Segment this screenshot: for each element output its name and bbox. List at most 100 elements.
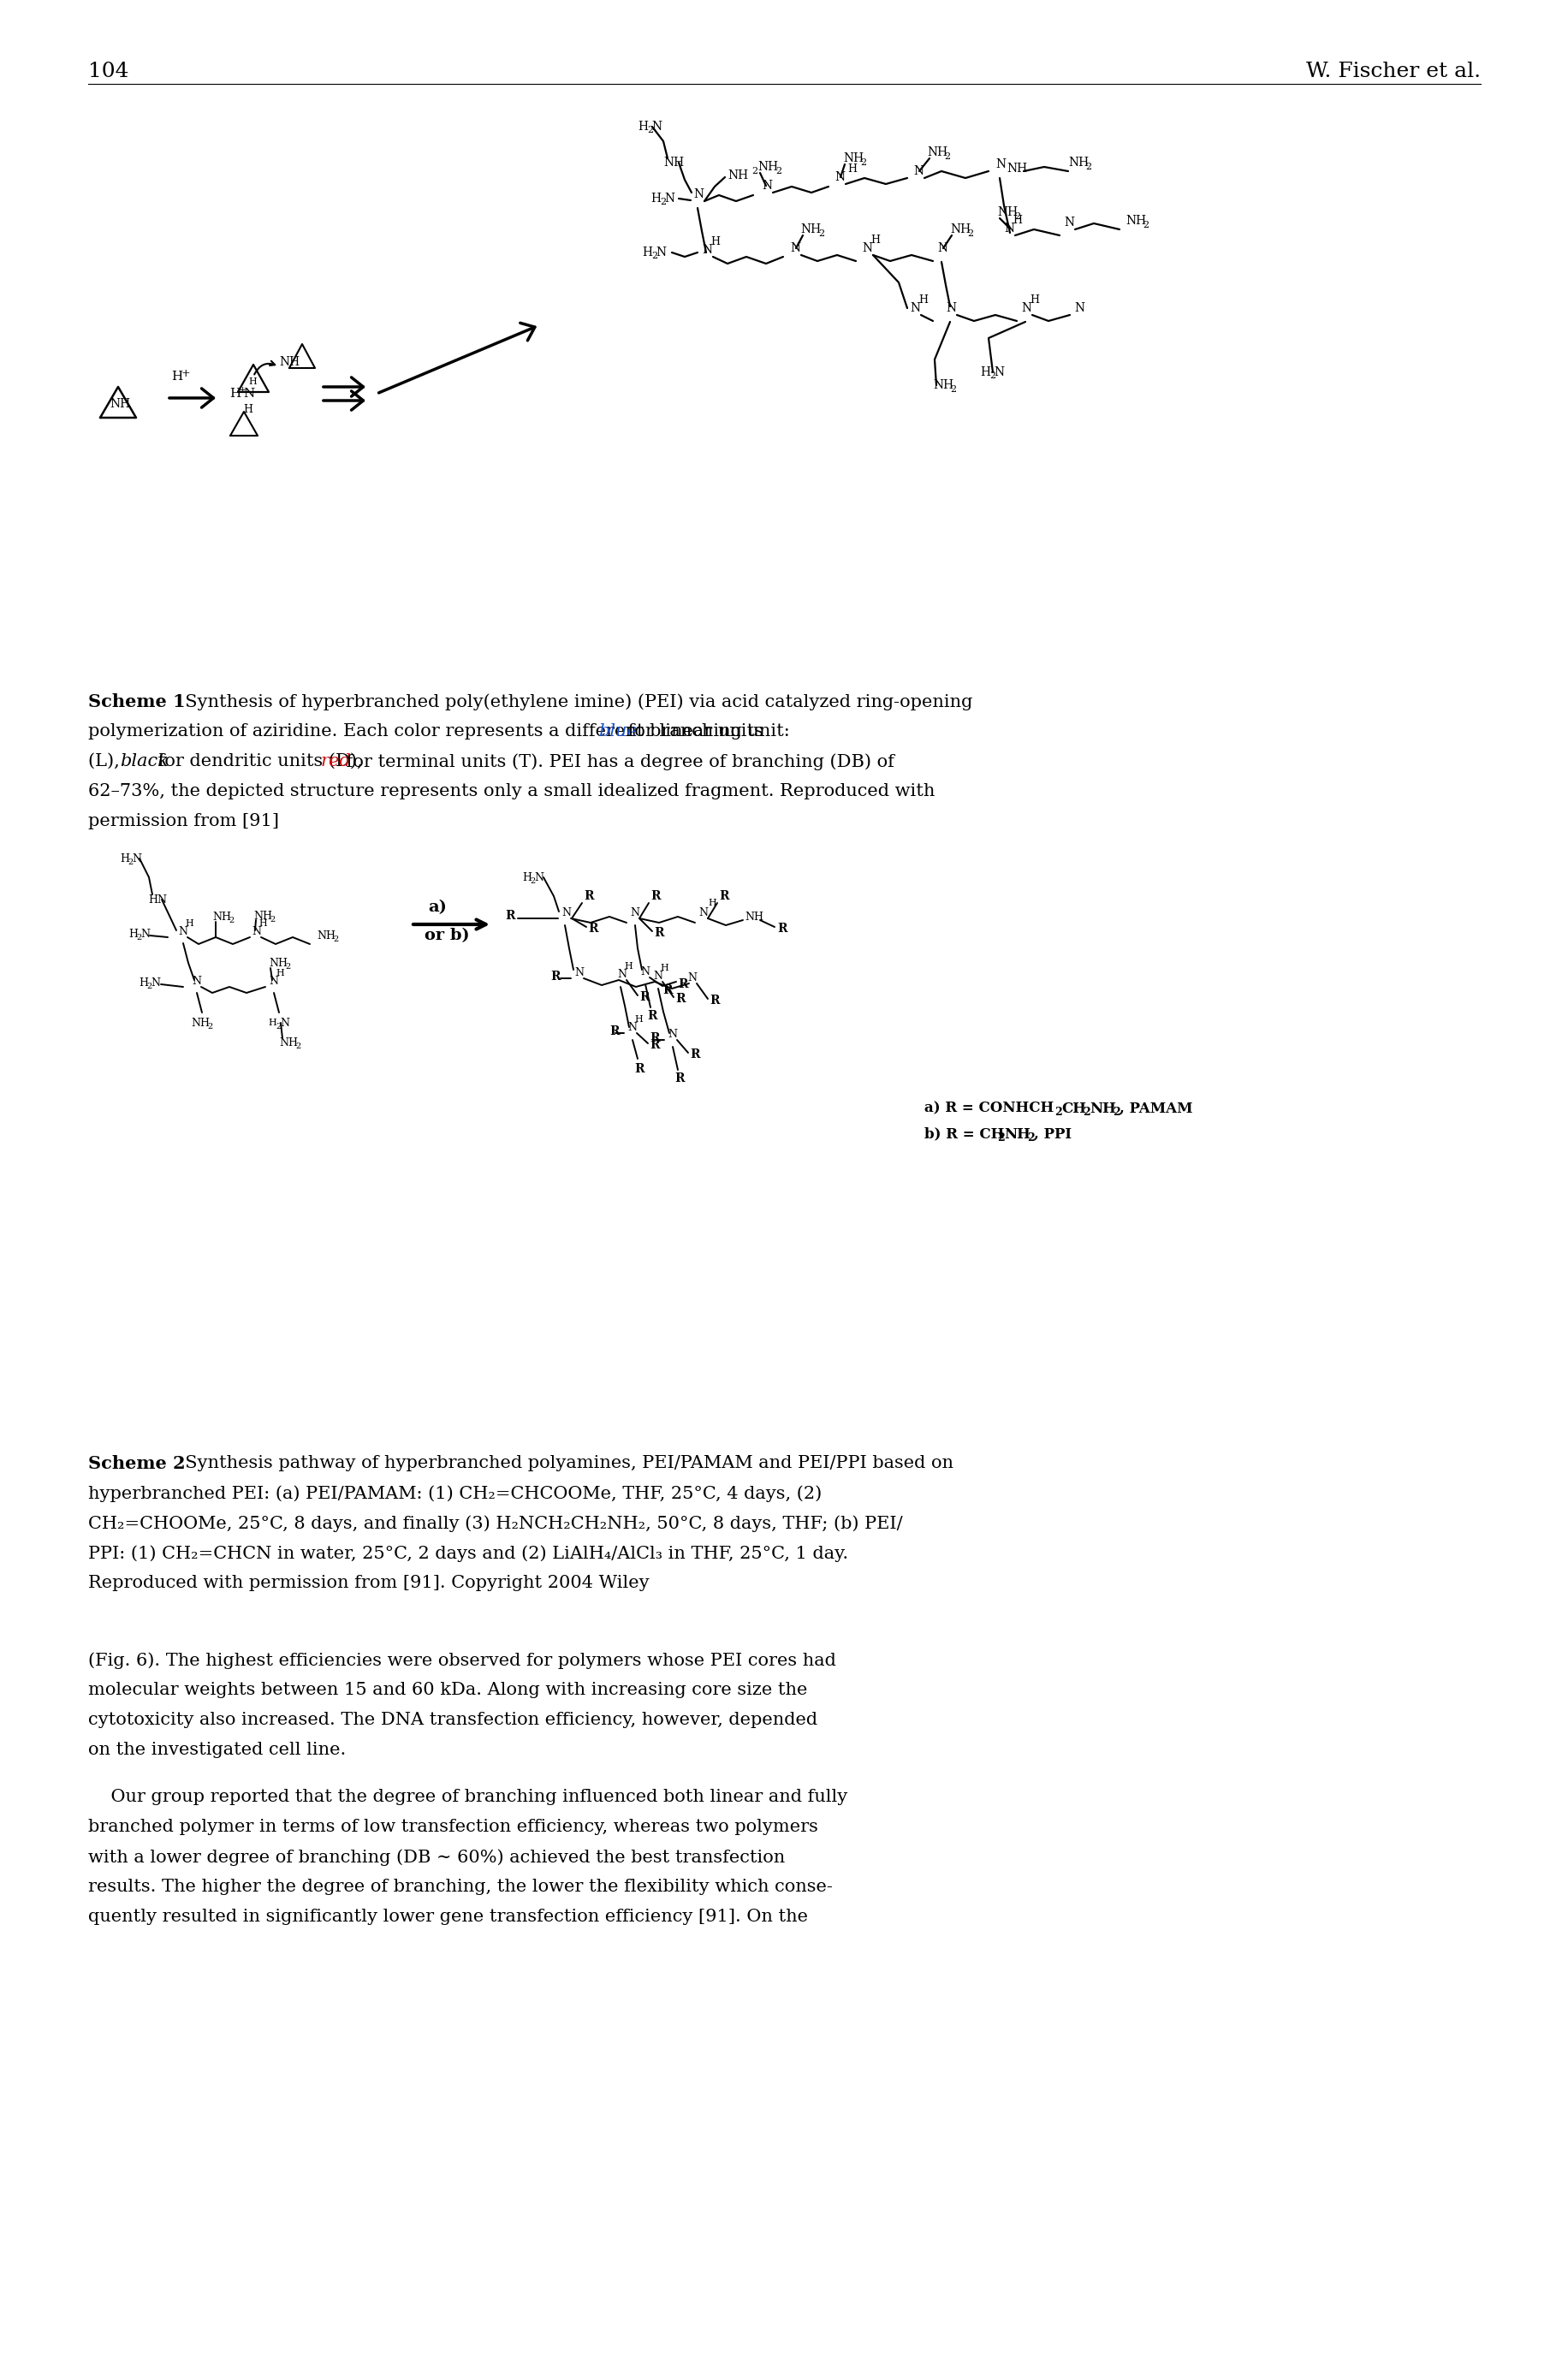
Text: NH: NH [757, 162, 778, 173]
Text: N: N [936, 242, 947, 254]
Text: R: R [640, 991, 649, 1003]
Text: H: H [637, 121, 648, 133]
Text: H: H [268, 1019, 276, 1026]
Text: branched polymer in terms of low transfection efficiency, whereas two polymers: branched polymer in terms of low transfe… [88, 1818, 817, 1834]
Text: Our group reported that the degree of branching influenced both linear and fully: Our group reported that the degree of br… [88, 1789, 847, 1806]
Text: NH: NH [933, 380, 953, 392]
Text: R: R [709, 996, 720, 1007]
Text: N: N [762, 181, 771, 192]
Text: N: N [279, 1017, 289, 1029]
Text: +: + [182, 368, 190, 378]
Text: 2: 2 [332, 936, 339, 943]
Text: 2: 2 [136, 934, 141, 941]
Text: N: N [651, 121, 662, 133]
Text: H: H [847, 164, 856, 173]
Text: NH: NH [1088, 1100, 1115, 1117]
Text: NH: NH [927, 147, 947, 159]
Text: N: N [630, 908, 640, 917]
Text: H: H [119, 853, 129, 865]
Text: NH: NH [317, 929, 336, 941]
Text: 2: 2 [950, 385, 955, 394]
Text: H: H [870, 235, 880, 245]
Text: for dendritic units (D),: for dendritic units (D), [152, 753, 368, 770]
Text: HN: HN [147, 893, 166, 905]
Text: quently resulted in significantly lower gene transfection efficiency [91]. On th: quently resulted in significantly lower … [88, 1908, 808, 1925]
Text: blue: blue [599, 722, 638, 739]
Text: N: N [177, 927, 187, 936]
Text: H: H [1011, 214, 1021, 226]
Text: hyperbranched PEI: (a) PEI/PAMAM: (1) CH₂=CHCOOMe, THF, 25°C, 4 days, (2): hyperbranched PEI: (a) PEI/PAMAM: (1) CH… [88, 1485, 822, 1502]
Text: 2: 2 [651, 252, 657, 261]
Text: N: N [140, 929, 149, 939]
Text: NH: NH [212, 910, 230, 922]
Text: NH: NH [997, 207, 1018, 219]
Text: N: N [834, 171, 845, 183]
Text: N: N [668, 1029, 677, 1041]
Text: N: N [652, 969, 662, 981]
Text: N: N [268, 974, 278, 986]
Text: NH: NH [800, 223, 820, 235]
Text: N: N [1063, 216, 1074, 228]
Text: H: H [185, 920, 193, 927]
Text: Synthesis pathway of hyperbranched polyamines, PEI/PAMAM and PEI/PPI based on: Synthesis pathway of hyperbranched polya… [174, 1454, 953, 1471]
Text: 2: 2 [285, 962, 290, 969]
Text: (L),: (L), [88, 753, 125, 770]
Text: W. Fischer et al.: W. Fischer et al. [1305, 62, 1480, 81]
Text: N: N [655, 247, 666, 259]
Text: N: N [861, 242, 872, 254]
Text: R: R [654, 927, 663, 939]
Text: 2: 2 [1112, 1107, 1120, 1117]
Text: H: H [660, 965, 668, 972]
Text: R: R [505, 910, 514, 922]
Text: N: N [533, 872, 543, 884]
Text: NH: NH [191, 1017, 210, 1029]
Text: 2: 2 [207, 1022, 212, 1031]
Text: 104: 104 [88, 62, 129, 81]
Text: 62–73%, the depicted structure represents only a small idealized fragment. Repro: 62–73%, the depicted structure represent… [88, 784, 935, 798]
Text: Reproduced with permission from [91]. Copyright 2004 Wiley: Reproduced with permission from [91]. Co… [88, 1575, 649, 1592]
Text: R: R [608, 1026, 619, 1038]
Text: 2: 2 [944, 152, 950, 162]
Text: b) R = CH: b) R = CH [924, 1126, 1004, 1140]
Text: N: N [574, 967, 583, 979]
Text: N: N [132, 853, 141, 865]
Text: N: N [1004, 223, 1014, 235]
Text: R: R [583, 891, 593, 903]
Text: NH: NH [745, 910, 764, 922]
Text: on the investigated cell line.: on the investigated cell line. [88, 1742, 347, 1758]
Text: R: R [649, 1031, 659, 1043]
Text: N: N [191, 974, 201, 986]
Text: 2: 2 [276, 1022, 281, 1031]
Text: 2: 2 [775, 166, 781, 176]
Text: 2: 2 [859, 159, 866, 166]
Text: R: R [674, 1072, 684, 1083]
Text: NH: NH [728, 169, 748, 181]
Text: R: R [677, 979, 687, 991]
Text: N: N [994, 159, 1005, 171]
Text: N: N [790, 242, 800, 254]
Text: 2: 2 [660, 197, 666, 207]
Text: R: R [649, 1038, 659, 1050]
Text: 2: 2 [751, 166, 757, 176]
Text: permission from [91]: permission from [91] [88, 813, 279, 829]
Text: N: N [913, 166, 924, 178]
Text: R: R [776, 922, 787, 934]
Text: for terminal units (T). PEI has a degree of branching (DB) of: for terminal units (T). PEI has a degree… [340, 753, 894, 770]
Text: 2: 2 [146, 981, 152, 991]
Text: H: H [651, 192, 660, 204]
Text: R: R [633, 1062, 644, 1074]
Text: NH: NH [252, 910, 271, 922]
Text: NH: NH [1004, 1126, 1030, 1140]
Text: 2: 2 [530, 877, 535, 884]
Text: R: R [646, 1010, 657, 1022]
Text: H: H [229, 387, 240, 399]
Text: +: + [238, 385, 246, 394]
Text: Synthesis of hyperbranched poly(ethylene imine) (PEI) via acid catalyzed ring-op: Synthesis of hyperbranched poly(ethylene… [174, 694, 972, 710]
Text: N: N [1074, 302, 1083, 314]
Text: PPI: (1) CH₂=CHCN in water, 25°C, 2 days and (2) LiAlH₄/AlCl₃ in THF, 25°C, 1 da: PPI: (1) CH₂=CHCN in water, 25°C, 2 days… [88, 1544, 848, 1561]
Text: or b): or b) [425, 927, 469, 943]
Text: (Fig. 6). The highest efficiencies were observed for polymers whose PEI cores ha: (Fig. 6). The highest efficiencies were … [88, 1651, 836, 1668]
Text: H: H [248, 378, 257, 385]
Text: cytotoxicity also increased. The DNA transfection efficiency, however, depended: cytotoxicity also increased. The DNA tra… [88, 1711, 817, 1727]
Text: with a lower degree of branching (DB ∼ 60%) achieved the best transfection: with a lower degree of branching (DB ∼ 6… [88, 1849, 784, 1865]
